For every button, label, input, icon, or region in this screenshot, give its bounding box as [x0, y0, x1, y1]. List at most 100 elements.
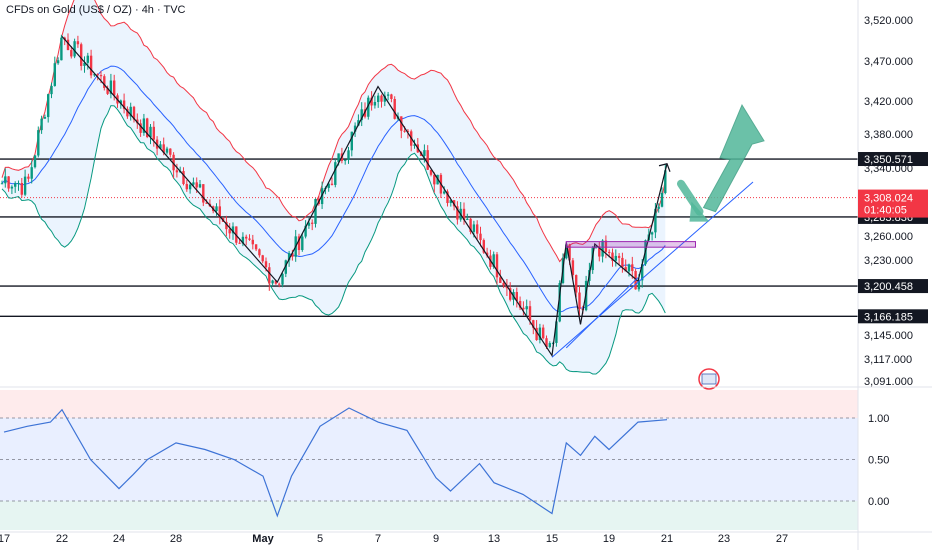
projection-arrow-down: [677, 179, 704, 216]
candle-body: [165, 148, 169, 153]
candle-body: [446, 191, 449, 204]
candle-body: [14, 183, 17, 187]
candle-body: [426, 150, 429, 170]
date-tick-label: 23: [718, 533, 730, 545]
candle-body: [261, 255, 264, 262]
candle-body: [185, 184, 188, 190]
candle-body: [304, 225, 307, 237]
candle-body: [637, 280, 641, 290]
candle-body: [251, 239, 254, 245]
candle-body: [542, 327, 545, 339]
candle-body: [7, 176, 10, 189]
candle-body: [192, 182, 195, 185]
rsi-tick-label: 1.00: [868, 413, 889, 425]
date-tick-label: 24: [113, 533, 125, 545]
rsi-line: [3, 407, 668, 518]
candle-body: [254, 244, 258, 250]
candle-body: [76, 41, 80, 45]
candle-body: [50, 85, 53, 95]
candle-body: [284, 260, 287, 274]
candle-body: [476, 224, 479, 234]
price-tick-label: 3,117.000: [864, 354, 912, 366]
candle-body: [611, 252, 614, 261]
candle-body: [528, 306, 532, 321]
date-tick-label: 13: [488, 533, 500, 545]
price-tick-label: 3,145.000: [864, 330, 913, 342]
candle-body: [188, 184, 192, 190]
projection-arrow-up: [702, 104, 765, 213]
drawings-layer: [61, 36, 765, 390]
candle-body: [33, 155, 37, 168]
candle-body: [169, 148, 172, 155]
candle-body: [403, 130, 406, 132]
candle-body: [10, 186, 14, 189]
date-tick-label: 7: [375, 533, 381, 545]
candle-body: [344, 159, 347, 161]
candle-body: [469, 218, 472, 232]
neckline-box: [565, 241, 696, 248]
candle-body: [195, 182, 198, 188]
bollinger-bands-layer: [1, 0, 666, 375]
candle-body: [139, 123, 142, 133]
candle-body: [555, 321, 558, 343]
price-level-tag-label: 3,166.185: [864, 311, 913, 323]
candle-body: [466, 218, 469, 220]
zigzag-arrowhead: [658, 163, 671, 172]
candle-body: [264, 261, 268, 268]
candle-body: [56, 60, 60, 64]
candle-body: [17, 183, 20, 185]
candle-body: [350, 131, 353, 151]
candle-body: [614, 255, 617, 261]
candle-body: [353, 125, 357, 132]
bollinger-fill-layer: [2, 0, 666, 374]
candle-body: [132, 106, 136, 120]
candle-body: [27, 176, 30, 179]
price-tick-label: 3,420.000: [864, 96, 913, 108]
candle-body: [334, 162, 337, 185]
candle-body: [518, 300, 522, 308]
candle-body: [96, 74, 99, 76]
candle-body: [103, 76, 106, 88]
price-level-tag: [858, 152, 928, 167]
candle-body: [73, 41, 76, 57]
candle-body: [86, 55, 89, 63]
candle-body: [627, 264, 631, 272]
date-tick-label: 17: [0, 533, 10, 545]
current-price-label: 3,308.024: [864, 193, 913, 205]
candle-body: [43, 117, 47, 119]
candle-body: [367, 97, 370, 117]
candle-body: [390, 94, 393, 99]
countdown-label: 01:40:05: [864, 205, 907, 217]
candle-body: [578, 292, 581, 310]
candle-body: [202, 184, 205, 203]
candle-body: [142, 118, 146, 133]
candle-body: [601, 240, 604, 257]
candle-body: [337, 153, 340, 163]
candle-body: [159, 144, 162, 149]
candle-body: [271, 280, 274, 284]
candle-body: [641, 264, 644, 281]
candle-body: [383, 95, 386, 102]
rsi-oversold-zone: [0, 501, 858, 530]
candle-body: [274, 280, 278, 284]
candle-body: [575, 275, 578, 293]
candle-body: [535, 327, 538, 340]
candle-body: [502, 282, 505, 286]
candle-body: [370, 97, 373, 106]
price-tick-label: 3,260.000: [864, 231, 913, 243]
candle-body: [443, 191, 446, 194]
bollinger-lower-line: [1, 105, 666, 375]
candle-body: [89, 55, 93, 76]
candle-body: [456, 206, 459, 220]
candle-body: [429, 169, 433, 175]
candle-body: [146, 118, 149, 138]
price-tick-label: 3,520.000: [864, 15, 913, 27]
candle-body: [307, 222, 311, 226]
candle-body: [66, 39, 70, 51]
candle-body: [228, 229, 231, 234]
candle-body: [386, 94, 390, 96]
candle-body: [172, 154, 175, 171]
candle-body: [482, 240, 485, 253]
